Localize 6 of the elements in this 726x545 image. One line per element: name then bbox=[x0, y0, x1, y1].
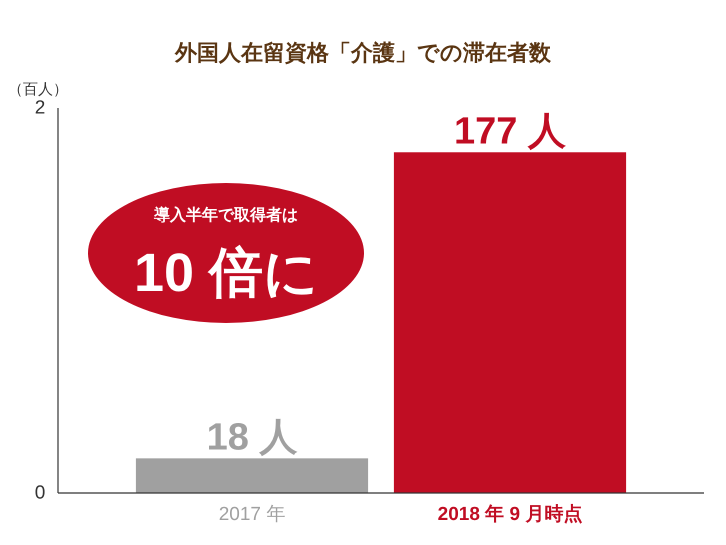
annotation: 177 人 bbox=[454, 110, 566, 152]
annotation: 導入半年で取得者は bbox=[154, 207, 298, 224]
title: 外国人在留資格「介護」での滞在者数 bbox=[175, 40, 551, 65]
annotation: 10 倍に bbox=[134, 243, 318, 303]
ylabel: （百人） bbox=[8, 81, 68, 98]
annotation: 18 人 bbox=[206, 416, 298, 458]
